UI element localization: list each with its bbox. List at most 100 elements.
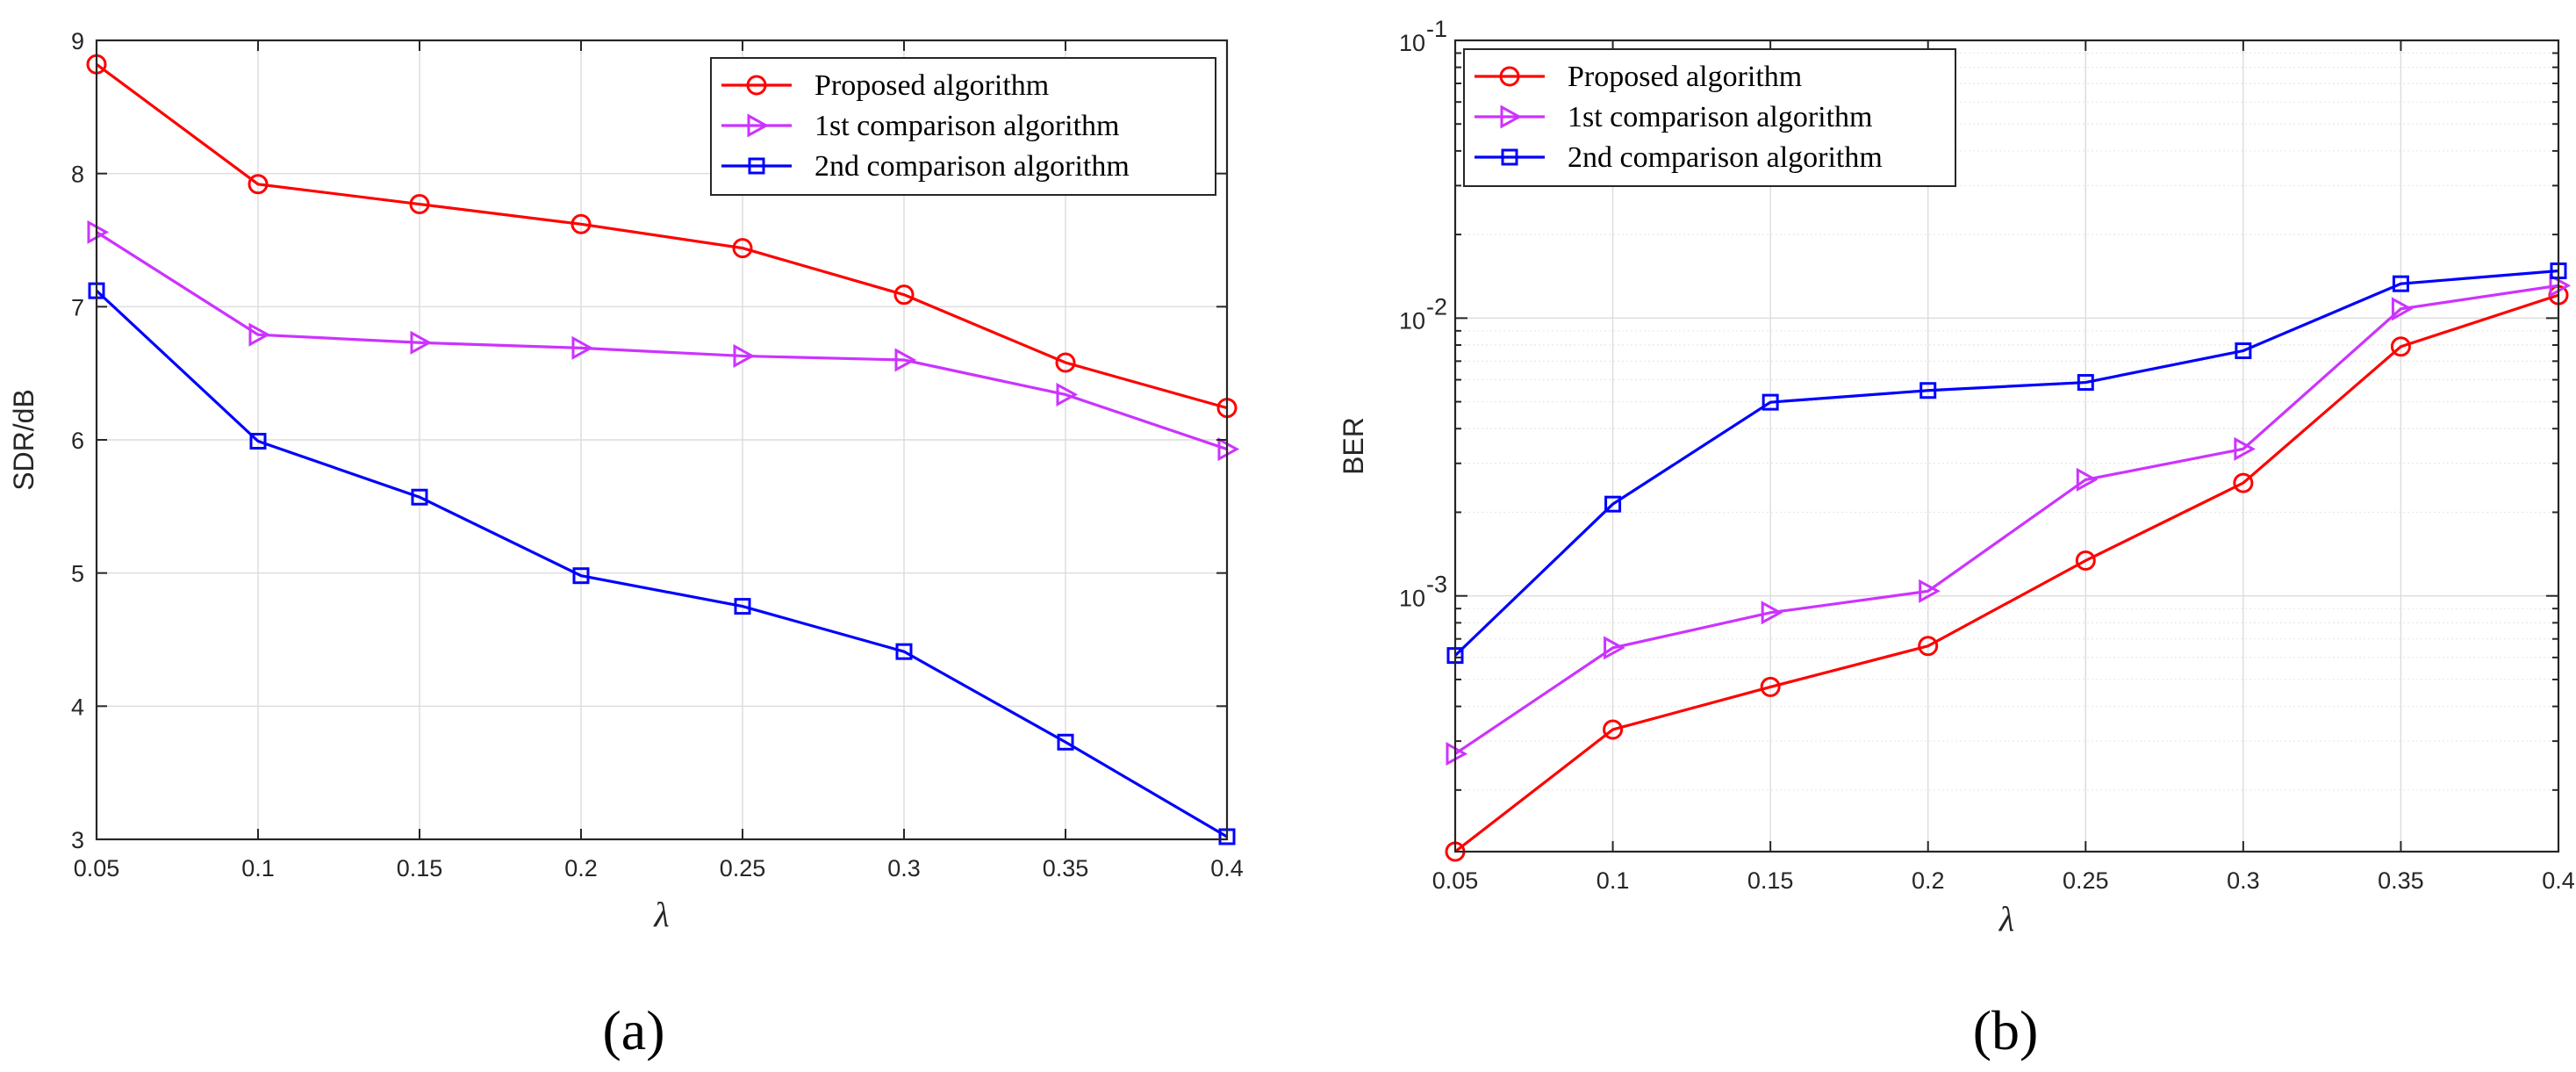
panel-b-ytick-label: 10: [1399, 586, 1425, 612]
panel-a-xtick-label: 0.05: [74, 855, 120, 881]
panel-b-xtick-label: 0.1: [1597, 867, 1630, 894]
panel-a-xtick-label: 0.1: [241, 855, 275, 881]
panel-b-xtick-label: 0.15: [1747, 867, 1794, 894]
panel-b-point-proposed-algorithm: [2233, 472, 2254, 493]
panel-a-xtick-label: 0.25: [720, 855, 766, 881]
panel-b-point-1st-comparison-algorithm: [1604, 636, 1625, 660]
panel-a-point-proposed-algorithm: [409, 194, 430, 215]
panel-a-legend-label-1st-comparison-algorithm: 1st comparison algorithm: [814, 110, 1120, 142]
panel-b-point-1st-comparison-algorithm: [2076, 467, 2099, 492]
panel-a-xtick-label: 0.15: [397, 855, 443, 881]
panel-b-point-2nd-comparison-algorithm: [2235, 342, 2252, 360]
panel-b-legend-label-1st-comparison-algorithm: 1st comparison algorithm: [1568, 101, 1873, 133]
panel-a-legend-marker-1st-comparison-algorithm: [747, 113, 770, 138]
panel-b-line-proposed-algorithm: [1454, 293, 2559, 853]
panel-b-xtick-label: 0.35: [2378, 867, 2424, 894]
panel-a-point-proposed-algorithm: [248, 174, 269, 195]
panel-b-ylabel: BER: [1338, 417, 1369, 475]
panel-b-point-1st-comparison-algorithm: [2391, 297, 2414, 321]
panel-b-xtick-label: 0.3: [2227, 867, 2260, 894]
panel-b-point-1st-comparison-algorithm: [1919, 579, 1941, 603]
panel-a-point-1st-comparison-algorithm: [410, 330, 433, 355]
panel-a-point-proposed-algorithm: [1055, 352, 1076, 373]
panel-b-line-1st-comparison-algorithm: [1454, 284, 2559, 755]
panel-b-legend: Proposed algorithm 1st comparison algorit…: [1463, 48, 1956, 187]
panel-a-xtick-label: 0.4: [1210, 855, 1244, 881]
panel-b-ytick-label: 10: [1399, 307, 1425, 334]
panel-b-point-proposed-algorithm: [2390, 336, 2411, 357]
panel-b-ytick-label: 10: [1399, 30, 1425, 56]
panel-b-legend-label-2nd-comparison-algorithm: 2nd comparison algorithm: [1568, 141, 1883, 174]
panel-a-ylabel: SDR/dB: [8, 389, 39, 491]
panel-b-xtick-label: 0.4: [2542, 867, 2575, 894]
panel-a-ytick-label: 4: [71, 694, 84, 720]
panel-a-legend-label-proposed-algorithm: Proposed algorithm: [814, 69, 1049, 102]
panel-b-point-2nd-comparison-algorithm: [2077, 374, 2094, 392]
panel-a-line-1st-comparison-algorithm: [96, 231, 1228, 451]
panel-a-legend-marker-2nd-comparison-algorithm: [748, 157, 765, 175]
panel-b-point-proposed-algorithm: [1603, 719, 1624, 740]
panel-a-line-2nd-comparison-algorithm: [95, 289, 1228, 838]
panel-a-point-2nd-comparison-algorithm: [734, 598, 751, 615]
panel-a-legend: Proposed algorithm 1st comparison algorit…: [710, 57, 1216, 196]
panel-b-legend-marker-1st-comparison-algorithm: [1500, 104, 1523, 129]
panel-b-legend-box: [1463, 48, 1956, 187]
panel-b-ticks: 0.05 0.1 0.15 0.2 0.25 0.3 0.35 0.410-310-210-1: [1399, 16, 2575, 894]
panel-b-line-2nd-comparison-algorithm: [1453, 269, 2559, 657]
panel-b-point-proposed-algorithm: [1918, 636, 1939, 657]
panel-a-point-1st-comparison-algorithm: [894, 348, 917, 372]
panel-b-point-2nd-comparison-algorithm: [1604, 495, 1622, 513]
panel-b-point-2nd-comparison-algorithm: [1919, 382, 1937, 399]
panel-a-legend-label-2nd-comparison-algorithm: 2nd comparison algorithm: [814, 150, 1130, 183]
panel-b-point-1st-comparison-algorithm: [2234, 436, 2256, 461]
panel-b-ytick-exponent: -2: [1426, 293, 1447, 320]
panel-b-point-2nd-comparison-algorithm: [1762, 393, 1779, 411]
panel-b-point-2nd-comparison-algorithm: [2392, 275, 2409, 292]
panel-a-label: (a): [602, 999, 664, 1061]
panel-a-point-2nd-comparison-algorithm: [1057, 733, 1074, 751]
panel-b-series: [1445, 262, 2571, 862]
panel-b-point-1st-comparison-algorithm: [1761, 601, 1783, 625]
panel-a-ytick-label: 5: [71, 561, 84, 587]
panel-a-point-1st-comparison-algorithm: [733, 343, 756, 368]
panel-a-point-1st-comparison-algorithm: [571, 335, 594, 360]
panel-b-ytick-exponent: -3: [1426, 572, 1447, 598]
panel-a-sdr-chart: 0.05 0.1 0.15 0.2 0.25 0.3 0.35 0.4 3 4 5 6 7 8 9 SDR/…: [8, 28, 1244, 1061]
panel-a-point-proposed-algorithm: [732, 238, 753, 259]
panel-b-legend-marker-2nd-comparison-algorithm: [1501, 148, 1518, 166]
panel-b-label: (b): [1973, 999, 2039, 1061]
panel-a-point-2nd-comparison-algorithm: [411, 488, 428, 506]
panel-b-legend-marker-proposed-algorithm: [1499, 66, 1520, 87]
panel-a-ticks: 0.05 0.1 0.15 0.2 0.25 0.3 0.35 0.4 3 4 5 6 7 8 9: [71, 28, 1244, 881]
panel-b-point-proposed-algorithm: [2075, 550, 2096, 571]
panel-b-axes-frame: [1453, 39, 2560, 853]
panel-b-legend-label-proposed-algorithm: Proposed algorithm: [1568, 61, 1802, 93]
panel-b-ytick-exponent: -1: [1426, 16, 1447, 42]
panel-a-point-1st-comparison-algorithm: [248, 322, 271, 347]
panel-a-point-1st-comparison-algorithm: [1056, 382, 1079, 406]
panel-a-ytick-label: 7: [71, 294, 84, 320]
panel-a-xtick-label: 0.2: [564, 855, 598, 881]
panel-b-xtick-label: 0.2: [1912, 867, 1945, 894]
panel-a-point-2nd-comparison-algorithm: [895, 643, 913, 660]
panel-b-xlabel: λ: [1998, 899, 2014, 939]
panel-a-point-proposed-algorithm: [893, 284, 915, 306]
panel-a-xtick-label: 0.3: [887, 855, 921, 881]
panel-a-xtick-label: 0.35: [1043, 855, 1089, 881]
panel-a-ytick-label: 9: [71, 28, 84, 54]
panel-a-legend-box: [710, 57, 1216, 196]
panel-a-point-2nd-comparison-algorithm: [249, 433, 267, 450]
panel-b-xtick-label: 0.25: [2063, 867, 2109, 894]
panel-a-line-proposed-algorithm: [96, 63, 1228, 410]
panel-a-point-proposed-algorithm: [570, 213, 592, 234]
panel-a-ytick-label: 8: [71, 162, 84, 188]
panel-b-ber-chart: 0.05 0.1 0.15 0.2 0.25 0.3 0.35 0.410-310-210-1…: [1338, 16, 2575, 1061]
panel-a-xlabel: λ: [653, 895, 669, 934]
panel-a-point-2nd-comparison-algorithm: [572, 567, 590, 585]
panel-a-ytick-label: 3: [71, 827, 84, 853]
panel-b-xtick-label: 0.05: [1432, 867, 1479, 894]
panel-b-series-group: [1445, 262, 2571, 862]
panel-a-legend-marker-proposed-algorithm: [746, 75, 767, 96]
panel-b-point-proposed-algorithm: [1760, 676, 1781, 697]
